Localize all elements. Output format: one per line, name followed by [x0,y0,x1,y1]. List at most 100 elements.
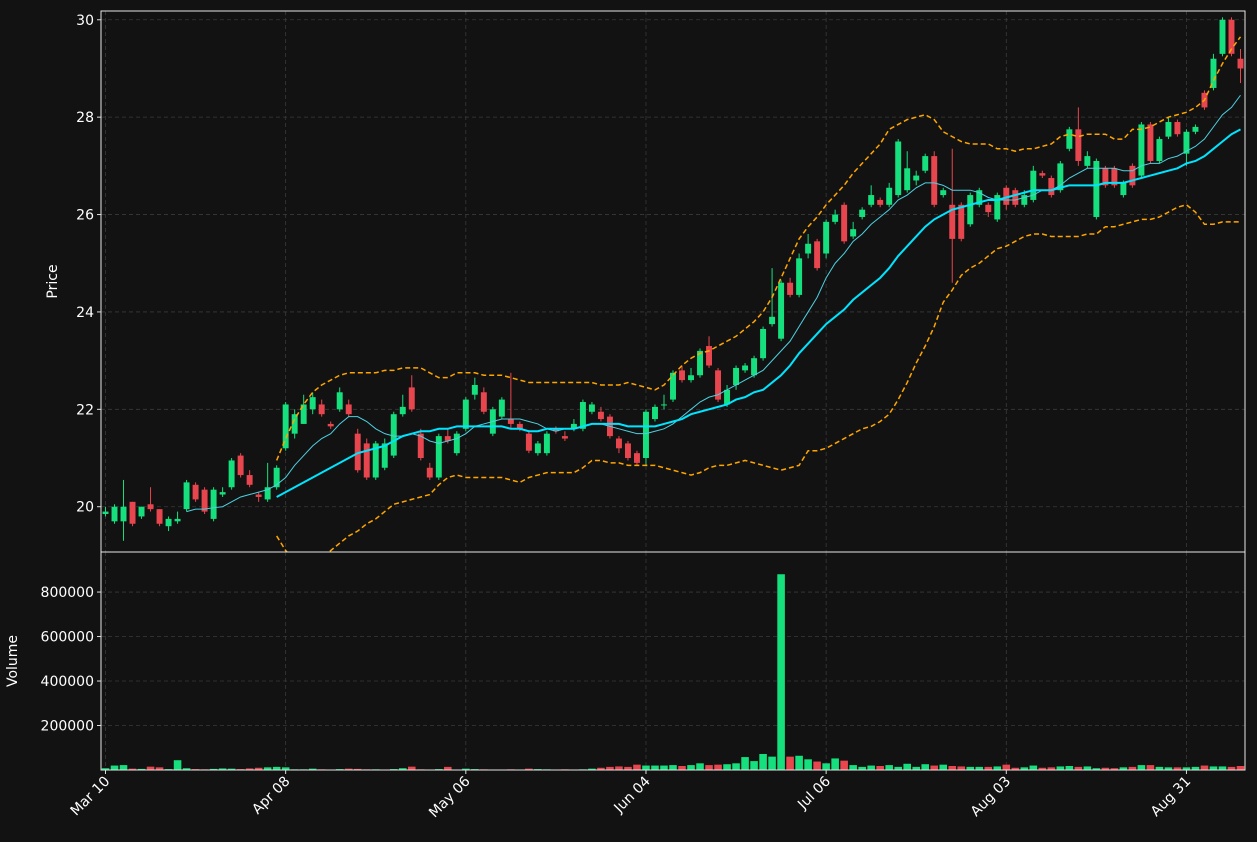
candle-body [1174,122,1181,135]
volume-bar [444,766,452,770]
volume-bar [173,760,182,770]
candle-body [877,199,884,205]
candle-body [165,518,172,527]
candle-body [552,428,559,432]
volume-bar [966,766,975,770]
candle-body [561,436,568,439]
candle-body [129,501,136,524]
candle-body [480,392,487,412]
volume-bar [876,765,884,770]
candle-body [1003,187,1010,205]
volume-bar [615,766,623,770]
volume-bar [705,765,713,770]
y-tick-label: 200000 [41,719,94,735]
candle-body [1183,131,1190,154]
volume-bar [1083,766,1092,770]
candle-body [174,518,181,522]
volume-bar [1011,767,1020,770]
volume-bar [858,766,866,770]
volume-bar [1092,768,1101,770]
y-tick-label: 30 [76,13,94,29]
candle-body [615,438,622,449]
volume-bar [930,765,939,770]
volume-bar [1236,765,1245,770]
candle-body [688,375,694,381]
candle-body [1210,58,1217,88]
candle-body [399,406,406,415]
candle-body [381,443,388,468]
candle-body [760,328,767,359]
volume-bar [732,763,740,770]
volume-bar [254,767,263,770]
volume-bar [182,768,191,770]
candle-body [787,282,794,295]
volume-bar [759,753,767,770]
volume-bar [1200,765,1209,770]
candle-body [643,411,649,459]
candle-body [814,241,821,269]
candle-body [1138,124,1145,176]
volume-bar [957,766,966,770]
volume-bar [398,768,407,770]
candle-body [1228,19,1235,54]
volume-bar [128,768,137,770]
volume-bar [155,767,164,770]
volume-bar [119,765,128,770]
volume-bar [903,763,911,770]
volume-bar [786,756,794,770]
volume-bar [804,759,812,770]
candle-body [1219,19,1226,54]
volume-bar [1038,767,1047,770]
candle-body [1192,126,1199,132]
candle-body [823,221,830,254]
volume-bar [921,764,930,770]
candle-body [534,443,541,454]
volume-bar [218,768,227,770]
candle-body [102,511,109,515]
volume-bar [101,768,110,770]
volume-bar [110,765,119,770]
candle-body [471,384,478,395]
candle-body [922,156,929,171]
candle-body [219,492,226,495]
candle-body [1075,129,1082,161]
candle-body [543,433,550,454]
volume-bar [281,767,290,770]
volume-bar [687,765,695,770]
candle-body [1084,156,1091,166]
candle-body [661,404,667,406]
line-series [186,94,1241,513]
volume-bar [227,768,236,770]
candle-body [769,316,776,325]
candle-body [444,436,451,441]
candle-body [282,404,289,449]
candle-body [192,484,199,500]
y-tick-label: 400000 [41,674,94,690]
candle-body [985,204,992,213]
volume-bar [1002,764,1011,770]
candle-body [958,204,965,239]
volume-bar [894,766,902,770]
volume-bar [597,767,605,770]
y-tick-label: 24 [76,305,94,321]
candle-body [967,195,974,225]
volume-bar [660,765,668,770]
volume-bar [822,763,830,770]
candle-body [525,433,532,451]
volume-bar [651,765,659,770]
volume-bar [633,764,641,770]
volume-bar [525,768,533,770]
candle-body [751,358,758,376]
volume-bar [1101,767,1110,770]
volume-bar [1146,765,1155,770]
candle-body [453,433,460,454]
y-axis-label: Price [45,264,61,298]
volume-bar [831,758,839,770]
volume-bar [777,574,785,770]
candle-body [246,475,253,485]
y-tick-label: 800000 [41,585,94,601]
volume-bar [1137,765,1146,770]
volume-bar [353,768,362,770]
volume-bar [1065,765,1074,770]
